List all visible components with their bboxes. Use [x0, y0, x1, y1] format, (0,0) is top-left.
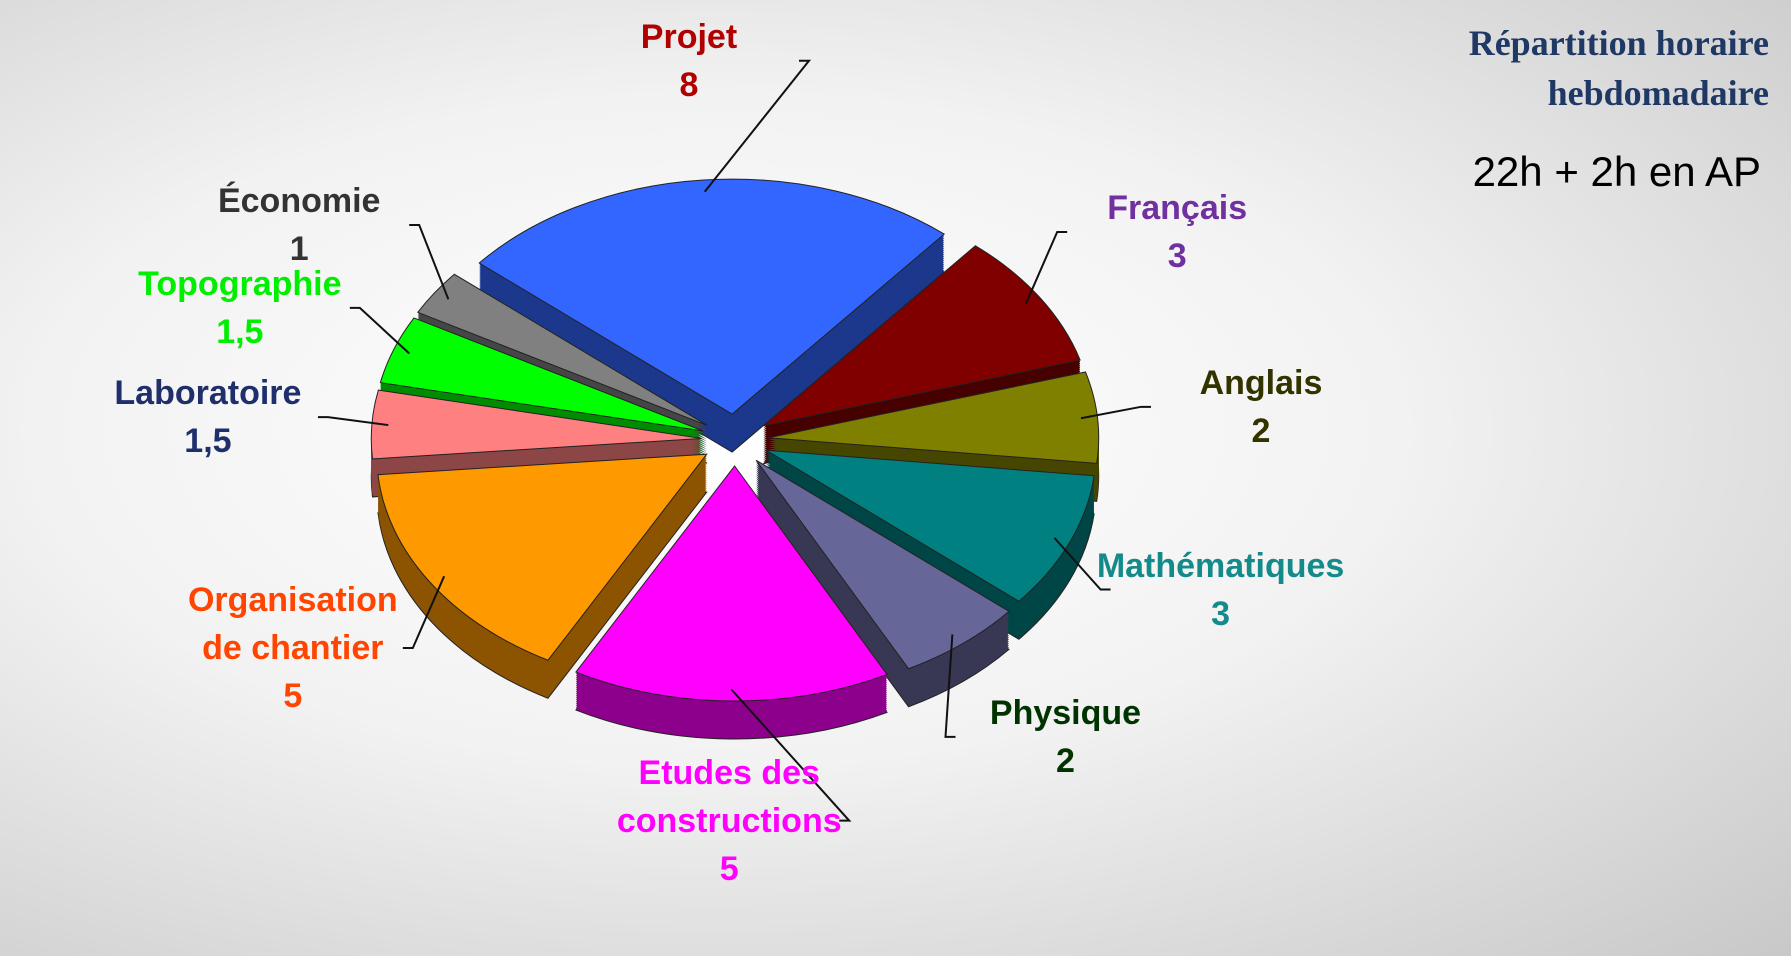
value-label: 5 — [168, 672, 418, 720]
chart — [0, 0, 1791, 956]
slide: Répartition horaire hebdomadaire 22h + 2… — [0, 0, 1791, 956]
chart-subtitle: 22h + 2h en AP — [1473, 148, 1761, 196]
category-label: Français — [1107, 184, 1247, 232]
category-label: Économie — [218, 177, 380, 225]
category-label: Etudes des constructions — [604, 749, 854, 845]
value-label: 8 — [641, 61, 737, 109]
chart-title: Répartition horaire hebdomadaire — [1369, 18, 1769, 118]
value-label: 3 — [1097, 590, 1345, 638]
category-label: Anglais — [1200, 359, 1323, 407]
category-label: Projet — [641, 13, 737, 61]
value-label: 2 — [1200, 407, 1323, 455]
value-label: 1 — [218, 225, 380, 273]
category-label: Laboratoire — [114, 369, 301, 417]
value-label: 1,5 — [114, 417, 301, 465]
value-label: 2 — [990, 737, 1141, 785]
value-label: 1,5 — [138, 308, 341, 356]
category-label: Mathématiques — [1097, 542, 1345, 590]
value-label: 5 — [604, 845, 854, 893]
value-label: 3 — [1107, 232, 1247, 280]
category-label: Physique — [990, 689, 1141, 737]
category-label: Organisation de chantier — [168, 576, 418, 672]
